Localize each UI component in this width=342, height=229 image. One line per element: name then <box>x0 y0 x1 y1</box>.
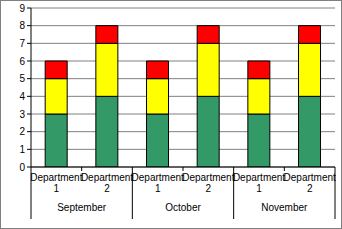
svg-text:October: October <box>165 202 201 213</box>
svg-text:November: November <box>261 202 308 213</box>
svg-text:September: September <box>57 202 107 213</box>
svg-text:Department1: Department1 <box>30 172 82 194</box>
svg-text:9: 9 <box>19 3 25 14</box>
svg-text:7: 7 <box>19 38 25 49</box>
svg-text:Department1: Department1 <box>132 172 184 194</box>
svg-text:0: 0 <box>19 162 25 173</box>
svg-text:3: 3 <box>19 109 25 120</box>
svg-text:Department2: Department2 <box>284 172 334 194</box>
svg-text:Department2: Department2 <box>182 172 234 194</box>
svg-text:1: 1 <box>19 144 25 155</box>
svg-text:Department1: Department1 <box>233 172 285 194</box>
svg-text:6: 6 <box>19 56 25 67</box>
svg-text:Department2: Department2 <box>81 172 133 194</box>
svg-text:4: 4 <box>19 91 25 102</box>
svg-text:2: 2 <box>19 126 25 137</box>
svg-text:8: 8 <box>19 20 25 31</box>
svg-text:5: 5 <box>19 73 25 84</box>
